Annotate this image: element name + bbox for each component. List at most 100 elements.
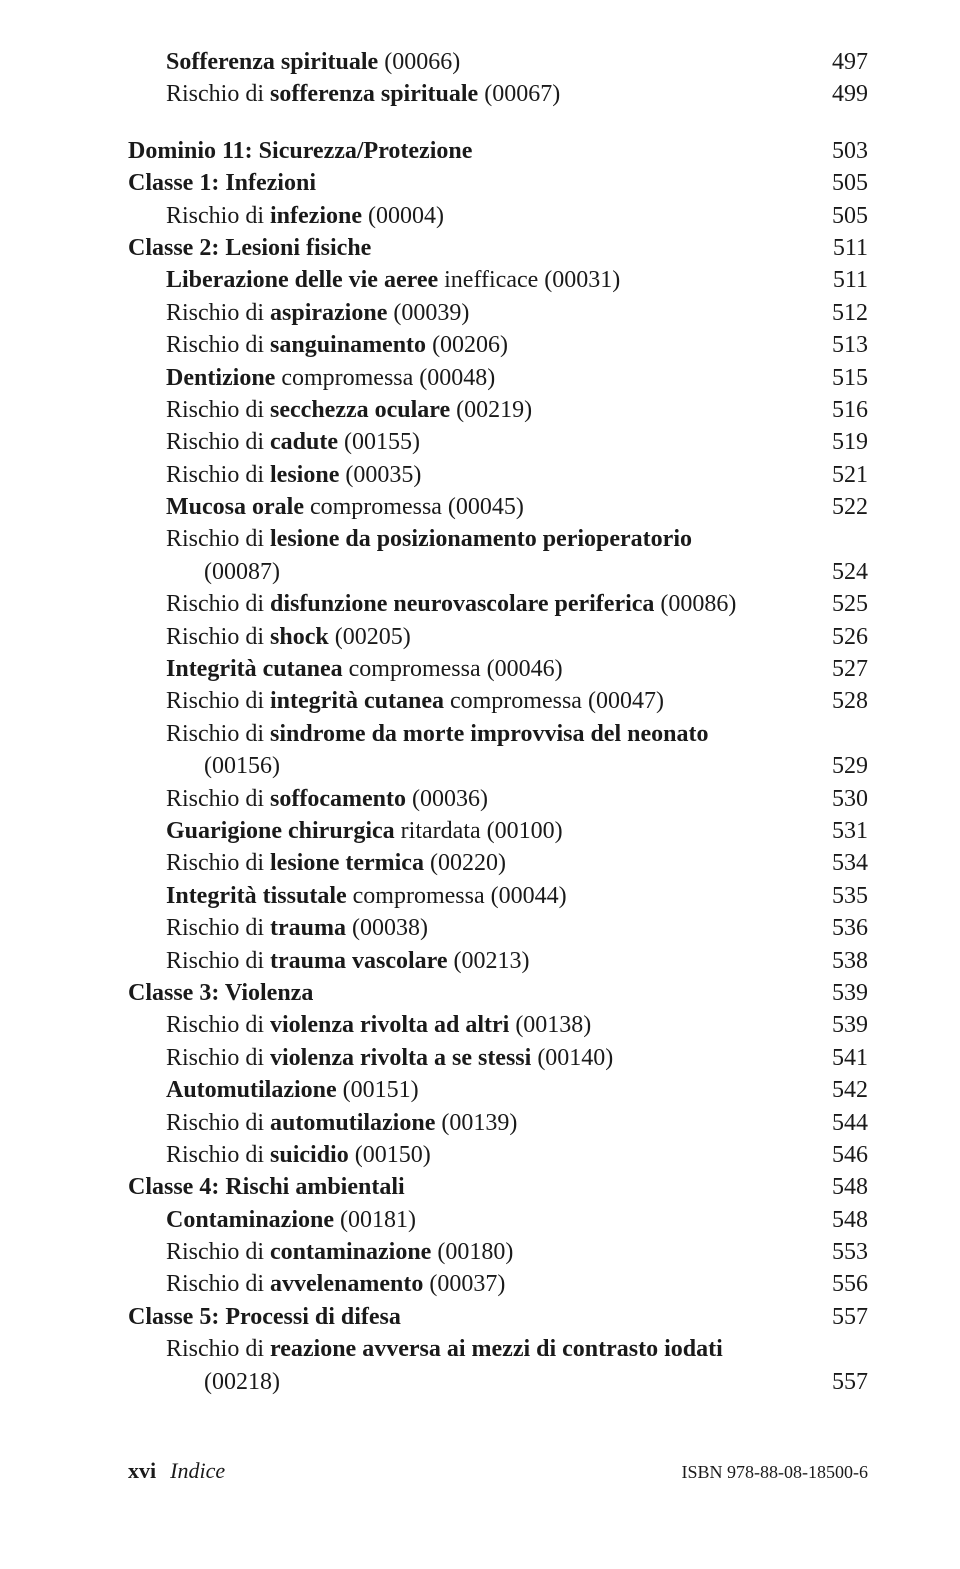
toc-page-number: 525 [808,588,868,620]
toc-page-number: 557 [808,1301,868,1333]
toc-page-number: 515 [808,362,868,394]
toc-row: Dominio 11: Sicurezza/Protezione503 [128,135,868,167]
toc-label: Rischio di contaminazione (00180) [128,1236,808,1268]
toc-label: Rischio di lesione (00035) [128,459,808,491]
toc-page-number: 505 [808,200,868,232]
toc-row: Rischio di sanguinamento (00206)513 [128,329,868,361]
toc-page-number: 505 [808,167,868,199]
toc-label: Rischio di reazione avversa ai mezzi di … [128,1333,808,1365]
toc-row: Dentizione compromessa (00048)515 [128,362,868,394]
toc-row: Classe 4: Rischi ambientali548 [128,1171,868,1203]
toc-row: (00087)524 [128,556,868,588]
toc-page-number: 542 [808,1074,868,1106]
toc-page-number: 512 [808,297,868,329]
toc-label: Rischio di trauma vascolare (00213) [128,945,808,977]
toc-label: Dentizione compromessa (00048) [128,362,808,394]
toc-row: Rischio di contaminazione (00180)553 [128,1236,868,1268]
toc-page-number: 503 [808,135,868,167]
footer-section: Indice [170,1458,225,1484]
toc-page-number: 497 [808,46,868,78]
toc-label: Classe 1: Infezioni [128,167,808,199]
toc-label: Classe 3: Violenza [128,977,808,1009]
toc-label: Rischio di cadute (00155) [128,426,808,458]
toc-row: Rischio di disfunzione neurovascolare pe… [128,588,868,620]
toc-page-number: 530 [808,783,868,815]
toc-row: Sofferenza spirituale (00066)497 [128,46,868,78]
toc-page-number: 539 [808,977,868,1009]
toc-row: Mucosa orale compromessa (00045)522 [128,491,868,523]
toc-page-number: 557 [808,1366,868,1398]
toc-row: Rischio di automutilazione (00139)544 [128,1107,868,1139]
toc-row: Rischio di trauma (00038)536 [128,912,868,944]
toc-row: Rischio di violenza rivolta ad altri (00… [128,1009,868,1041]
toc-row: Guarigione chirurgica ritardata (00100)5… [128,815,868,847]
toc-label: Rischio di aspirazione (00039) [128,297,808,329]
toc-page-number: 548 [808,1204,868,1236]
toc-label: Rischio di infezione (00004) [128,200,808,232]
toc-page-number: 548 [808,1171,868,1203]
toc-page-number: 529 [808,750,868,782]
toc-label: Classe 4: Rischi ambientali [128,1171,808,1203]
page-footer: xvi Indice ISBN 978-88-08-18500-6 [128,1458,868,1484]
toc-label: Rischio di secchezza oculare (00219) [128,394,808,426]
toc-page-number: 511 [808,264,868,296]
toc-row: Rischio di integrità cutanea compromessa… [128,685,868,717]
toc-label: (00218) [128,1366,808,1398]
toc-page-number: 553 [808,1236,868,1268]
toc-label: Integrità tissutale compromessa (00044) [128,880,808,912]
toc-page-number: 527 [808,653,868,685]
toc-page-number: 531 [808,815,868,847]
toc-label: Sofferenza spirituale (00066) [128,46,808,78]
toc-page-number: 499 [808,78,868,110]
toc-label: Mucosa orale compromessa (00045) [128,491,808,523]
toc-page-number: 516 [808,394,868,426]
toc-label: Rischio di violenza rivolta ad altri (00… [128,1009,808,1041]
toc-page-number: 519 [808,426,868,458]
toc-label: Liberazione delle vie aeree inefficace (… [128,264,808,296]
toc-page-number: 513 [808,329,868,361]
toc-page-number: 524 [808,556,868,588]
toc-label: Rischio di sindrome da morte improvvisa … [128,718,808,750]
toc-row: Rischio di infezione (00004)505 [128,200,868,232]
toc-row: Rischio di soffocamento (00036)530 [128,783,868,815]
toc-row: Integrità tissutale compromessa (00044)5… [128,880,868,912]
toc-page-number: 521 [808,459,868,491]
toc-label: Integrità cutanea compromessa (00046) [128,653,808,685]
table-of-contents: Sofferenza spirituale (00066)497 Rischio … [128,46,868,1398]
toc-row: Rischio di lesione termica (00220)534 [128,847,868,879]
toc-page-number: 511 [808,232,868,264]
toc-label: Rischio di soffocamento (00036) [128,783,808,815]
toc-label: Rischio di avvelenamento (00037) [128,1268,808,1300]
toc-page-number: 556 [808,1268,868,1300]
toc-row: (00156)529 [128,750,868,782]
toc-label: Rischio di lesione termica (00220) [128,847,808,879]
toc-row: Rischio di trauma vascolare (00213)538 [128,945,868,977]
toc-row: Classe 1: Infezioni505 [128,167,868,199]
toc-label: Rischio di disfunzione neurovascolare pe… [128,588,808,620]
toc-label: Rischio di automutilazione (00139) [128,1107,808,1139]
toc-label: Rischio di lesione da posizionamento per… [128,523,808,555]
toc-row: Classe 3: Violenza539 [128,977,868,1009]
toc-row: Liberazione delle vie aeree inefficace (… [128,264,868,296]
toc-label: Rischio di shock (00205) [128,621,808,653]
toc-row: Rischio di lesione da posizionamento per… [128,523,868,555]
toc-page-number: 526 [808,621,868,653]
toc-page-number: 539 [808,1009,868,1041]
toc-label: (00156) [128,750,808,782]
toc-row: Rischio di suicidio (00150)546 [128,1139,868,1171]
toc-label: Rischio di sanguinamento (00206) [128,329,808,361]
toc-row: Classe 2: Lesioni fisiche511 [128,232,868,264]
toc-row: (00218)557 [128,1366,868,1398]
toc-label: Classe 2: Lesioni fisiche [128,232,808,264]
toc-label: Automutilazione (00151) [128,1074,808,1106]
toc-label: Contaminazione (00181) [128,1204,808,1236]
toc-row: Rischio di secchezza oculare (00219)516 [128,394,868,426]
toc-row: Rischio di lesione (00035)521 [128,459,868,491]
toc-page-number: 528 [808,685,868,717]
toc-label: Rischio di suicidio (00150) [128,1139,808,1171]
toc-row: Rischio di reazione avversa ai mezzi di … [128,1333,868,1365]
toc-page-number: 546 [808,1139,868,1171]
toc-page-number: 538 [808,945,868,977]
toc-row: Integrità cutanea compromessa (00046)527 [128,653,868,685]
toc-row: Automutilazione (00151)542 [128,1074,868,1106]
